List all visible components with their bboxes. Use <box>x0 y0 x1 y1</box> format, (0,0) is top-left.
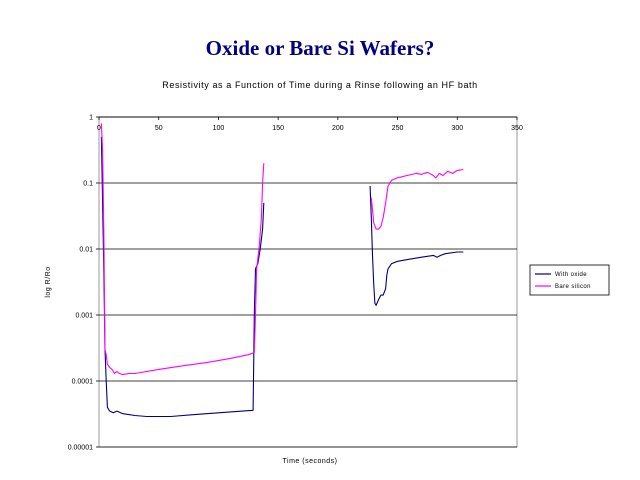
legend-box <box>529 264 610 296</box>
y-tick-label: 0.01 <box>79 247 93 254</box>
legend: With oxide Bare silicon <box>529 264 610 296</box>
legend-label: With oxide <box>555 272 587 278</box>
series-line-bare-silicon <box>370 168 464 230</box>
plot-area <box>98 116 518 448</box>
series-line-with-oxide <box>369 185 464 306</box>
data-series <box>100 123 464 418</box>
x-tick-label: 350 <box>511 125 523 132</box>
y-axis-ticks: 1 0.1 0.01 0.001 0.0001 0.00001 <box>68 115 99 452</box>
x-tick-label: 150 <box>272 125 284 132</box>
chart-title: Resistivity as a Function of Time during… <box>162 80 478 90</box>
gridlines <box>99 116 517 448</box>
y-tick-label: 0.1 <box>83 181 93 188</box>
x-tick-label: 50 <box>155 125 163 132</box>
y-tick-label: 1 <box>89 115 93 122</box>
y-tick-label: 0.001 <box>75 313 93 320</box>
y-axis-label: log R/Ro <box>45 266 52 297</box>
series-line-bare-silicon <box>100 123 265 376</box>
x-axis-ticks: 0 50 100 150 200 250 300 350 <box>97 116 523 132</box>
legend-label: Bare silicon <box>555 284 591 290</box>
x-tick-label: 300 <box>451 125 463 132</box>
x-tick-label: 0 <box>97 125 101 132</box>
x-tick-label: 200 <box>332 125 344 132</box>
slide-title: Oxide or Bare Si Wafers? <box>205 36 435 60</box>
x-tick-label: 250 <box>392 125 404 132</box>
y-tick-label: 0.0001 <box>72 379 94 386</box>
x-tick-label: 100 <box>213 125 225 132</box>
x-axis-label: Time (seconds) <box>283 458 338 465</box>
y-tick-label: 0.00001 <box>68 445 93 452</box>
